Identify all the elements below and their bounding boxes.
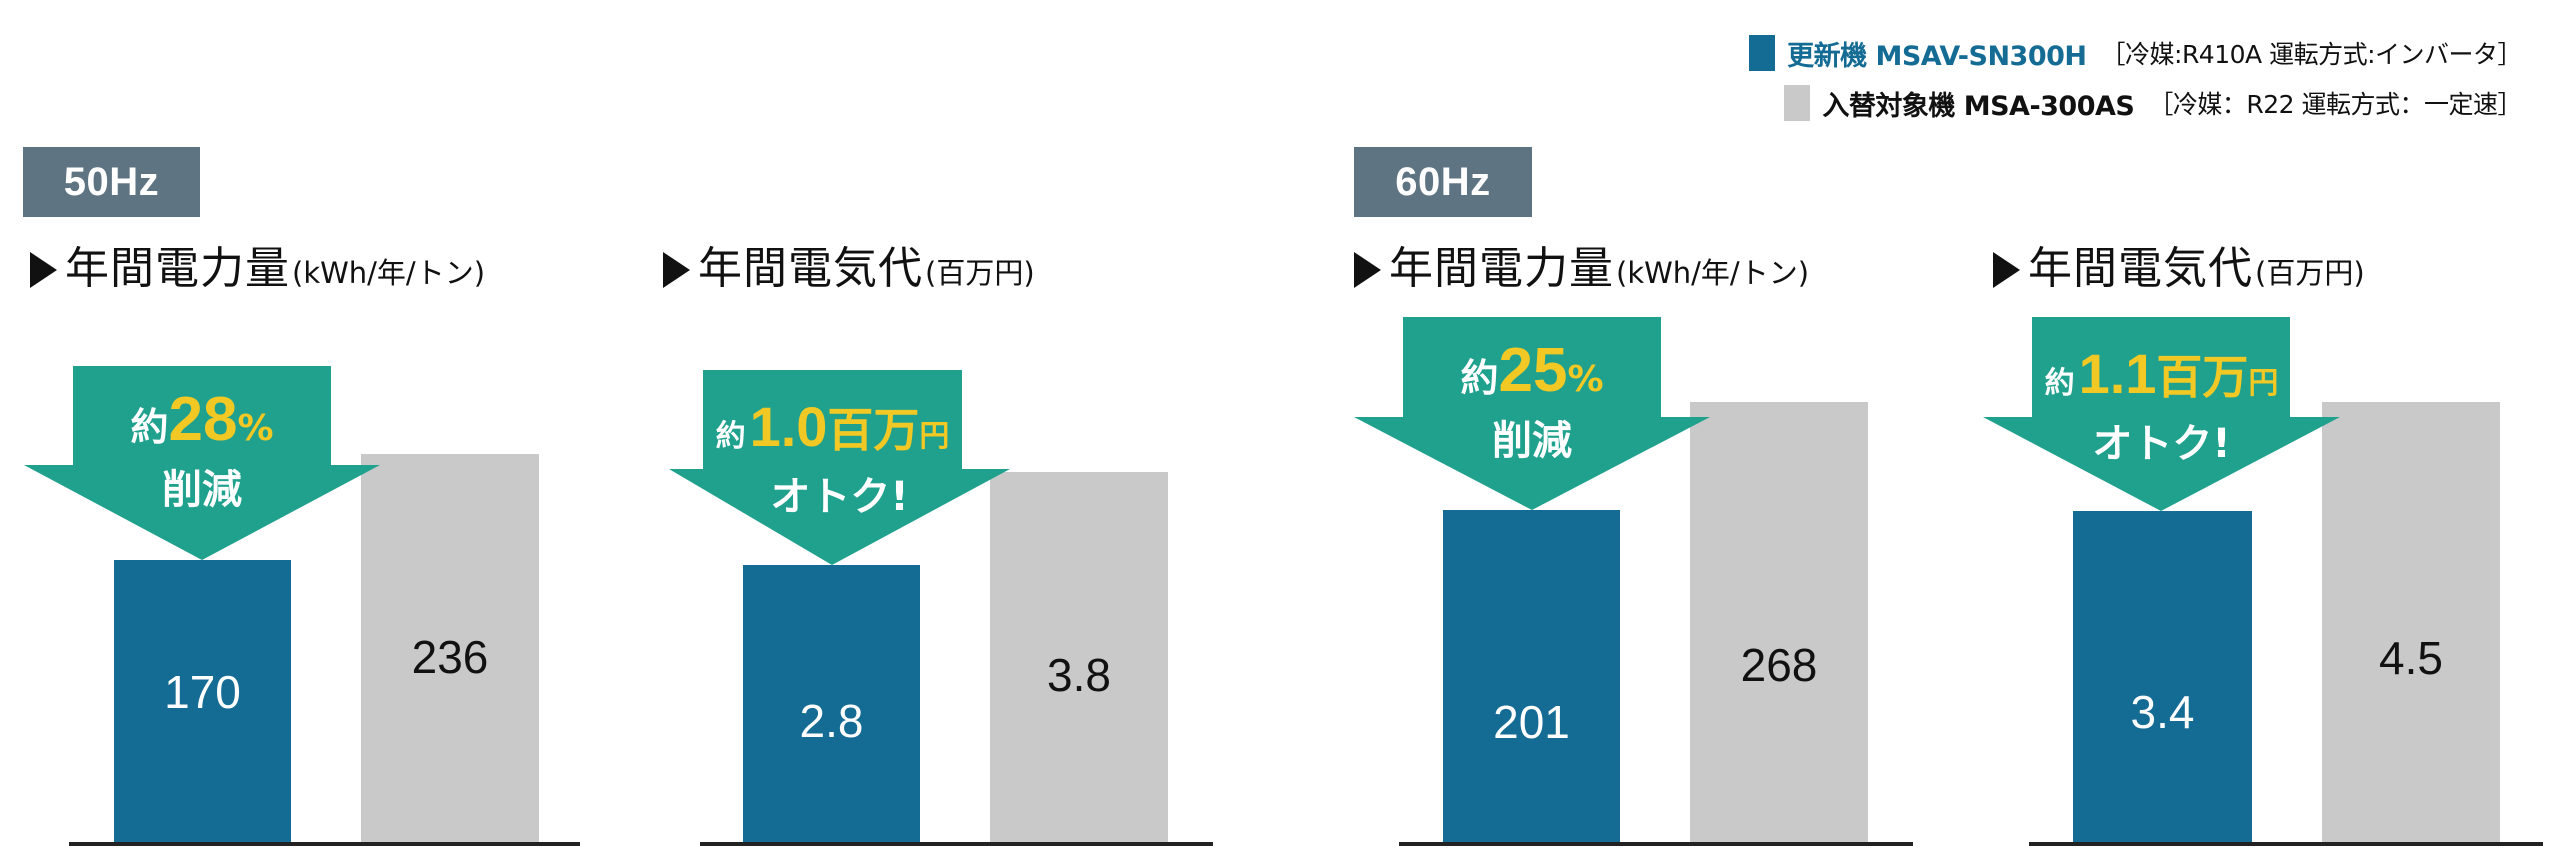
bar-old: 3.8 bbox=[990, 472, 1168, 844]
legend-item-old: 入替対象機 MSA-300AS ［冷媒：R22 運転方式：一定速］ bbox=[1784, 85, 2522, 122]
callout-line2: 削減 bbox=[1492, 418, 1572, 464]
bar-value-new: 170 bbox=[164, 666, 241, 718]
callout-value: 1.1 bbox=[2078, 342, 2157, 405]
callout-suffix: % bbox=[1567, 359, 1604, 400]
down-arrow-icon bbox=[24, 366, 380, 560]
callout-value: 1.0 bbox=[749, 395, 828, 458]
bar-new: 2.8 bbox=[743, 565, 920, 844]
callout-prefix: 約 bbox=[715, 419, 746, 454]
callout-suffix: % bbox=[237, 408, 274, 449]
callout-line2: 削減 bbox=[162, 467, 242, 513]
bar-new: 170 bbox=[114, 560, 291, 844]
down-arrow-icon bbox=[1983, 317, 2340, 511]
reduction-arrow-callout: 約 28 % 削減 bbox=[24, 366, 380, 560]
legend-spec-old: ［冷媒：R22 運転方式：一定速］ bbox=[2148, 90, 2522, 119]
triangle-bullet-icon bbox=[30, 252, 57, 288]
down-arrow-icon bbox=[669, 370, 1010, 565]
panel-title-main: 年間電力量 bbox=[65, 243, 290, 294]
legend-item-new: 更新機 MSAV-SN300H ［冷媒:R410A 運転方式:インバータ］ bbox=[1749, 35, 2523, 72]
down-arrow-icon bbox=[1354, 317, 1710, 510]
bar-value-new: 201 bbox=[1493, 696, 1570, 748]
callout-text: 約 1.1 百万 円 オトク! bbox=[1983, 341, 2340, 469]
axis-baseline bbox=[2029, 842, 2543, 846]
panel-title-unit: (kWh/年/トン) bbox=[1616, 256, 1810, 290]
group-label-60hz: 60Hz bbox=[1354, 147, 1532, 217]
panel-title: 年間電力量 (kWh/年/トン) bbox=[30, 240, 485, 296]
callout-prefix: 約 bbox=[2044, 366, 2075, 401]
bar-value-old: 4.5 bbox=[2379, 632, 2443, 684]
callout-prefix: 約 bbox=[1460, 356, 1499, 400]
callout-text: 約 28 % 削減 bbox=[24, 384, 380, 515]
legend-swatch-old bbox=[1784, 85, 1811, 121]
axis-baseline bbox=[700, 842, 1213, 846]
axis-baseline bbox=[69, 842, 580, 846]
group-label-50hz: 50Hz bbox=[23, 147, 200, 217]
bar-old: 268 bbox=[1690, 402, 1868, 844]
panel-title-unit: (kWh/年/トン) bbox=[292, 256, 486, 290]
reduction-arrow-callout: 約 25 % 削減 bbox=[1354, 317, 1710, 510]
panel-title: 年間電気代 (百万円) bbox=[663, 240, 1035, 296]
panel-title: 年間電力量 (kWh/年/トン) bbox=[1354, 240, 1809, 296]
bar-old: 4.5 bbox=[2322, 402, 2500, 844]
callout-line2: オトク! bbox=[2092, 421, 2231, 467]
panel-title-unit: (百万円) bbox=[925, 256, 1035, 290]
bar-old: 236 bbox=[361, 454, 539, 844]
triangle-bullet-icon bbox=[1354, 252, 1381, 288]
bar-value-new: 3.4 bbox=[2130, 686, 2195, 738]
callout-text: 約 25 % 削減 bbox=[1354, 335, 1710, 466]
triangle-bullet-icon bbox=[663, 252, 690, 288]
panel-title-main: 年間電気代 bbox=[698, 243, 923, 294]
legend-spec-new: ［冷媒:R410A 運転方式:インバータ］ bbox=[2100, 40, 2523, 69]
legend-name-new: 更新機 MSAV-SN300H bbox=[1787, 40, 2087, 72]
triangle-bullet-icon bbox=[1993, 252, 2020, 288]
legend-swatch-new bbox=[1749, 35, 1776, 71]
panel-title: 年間電気代 (百万円) bbox=[1993, 240, 2365, 296]
callout-suffix: 円 bbox=[919, 419, 950, 454]
callout-value: 28 bbox=[168, 385, 238, 454]
bar-value-old: 236 bbox=[411, 631, 489, 683]
callout-text: 約 1.0 百万 円 オトク! bbox=[669, 394, 1010, 522]
panel-title-main: 年間電力量 bbox=[1389, 243, 1614, 294]
legend-name-old: 入替対象機 MSA-300AS bbox=[1822, 90, 2135, 122]
panel-title-unit: (百万円) bbox=[2255, 256, 2365, 290]
bar-value-old: 3.8 bbox=[1047, 649, 1111, 701]
callout-value: 25 bbox=[1498, 336, 1568, 405]
panel-title-main: 年間電気代 bbox=[2028, 243, 2253, 294]
callout-line2: オトク! bbox=[770, 474, 909, 520]
bar-new: 201 bbox=[1443, 510, 1620, 844]
savings-arrow-callout: 約 1.0 百万 円 オトク! bbox=[669, 370, 1010, 565]
bar-value-old: 268 bbox=[1740, 639, 1818, 691]
bar-value-new: 2.8 bbox=[799, 695, 864, 747]
axis-baseline bbox=[1399, 842, 1913, 846]
callout-unit-mid: 百万 bbox=[2156, 350, 2249, 404]
bar-new: 3.4 bbox=[2073, 511, 2252, 844]
callout-unit-mid: 百万 bbox=[827, 403, 920, 457]
callout-suffix: 円 bbox=[2248, 366, 2279, 401]
callout-prefix: 約 bbox=[130, 405, 169, 449]
savings-arrow-callout: 約 1.1 百万 円 オトク! bbox=[1983, 317, 2340, 511]
